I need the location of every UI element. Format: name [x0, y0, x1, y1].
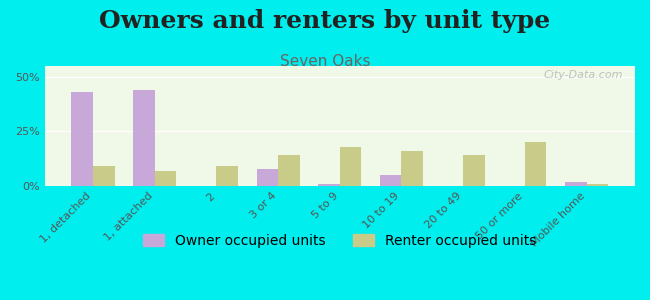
- Bar: [565, 182, 586, 186]
- Bar: [380, 175, 402, 186]
- Bar: [463, 155, 485, 186]
- Text: City-Data.com: City-Data.com: [543, 70, 623, 80]
- Bar: [586, 184, 608, 186]
- Bar: [133, 90, 155, 186]
- Text: Seven Oaks: Seven Oaks: [280, 54, 370, 69]
- Bar: [155, 171, 176, 186]
- Bar: [257, 169, 278, 186]
- Bar: [318, 184, 340, 186]
- Bar: [402, 151, 423, 186]
- Bar: [93, 167, 114, 186]
- Text: Owners and renters by unit type: Owners and renters by unit type: [99, 9, 551, 33]
- Bar: [72, 92, 93, 186]
- Bar: [278, 155, 300, 186]
- Bar: [525, 142, 547, 186]
- Legend: Owner occupied units, Renter occupied units: Owner occupied units, Renter occupied un…: [137, 228, 542, 254]
- Bar: [340, 147, 361, 186]
- Bar: [216, 167, 238, 186]
